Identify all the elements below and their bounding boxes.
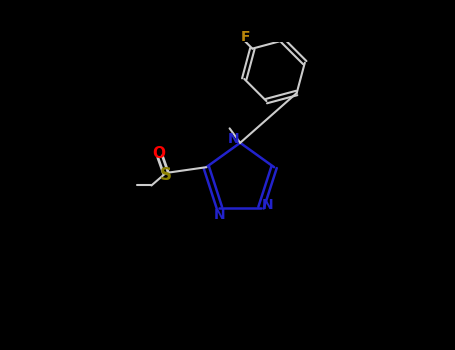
Text: N: N [262,198,274,212]
Text: O: O [152,146,165,161]
Text: S: S [160,166,172,184]
Text: N: N [228,132,240,146]
Text: N: N [213,208,225,222]
Text: F: F [241,30,250,44]
